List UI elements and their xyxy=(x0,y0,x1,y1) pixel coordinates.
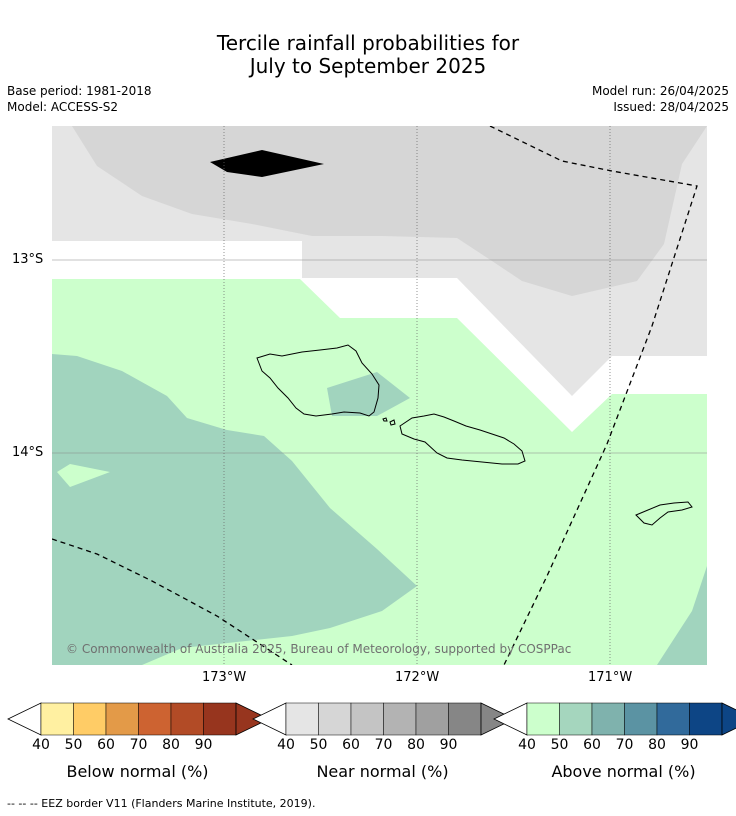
above-normal-40-pocket xyxy=(57,464,110,487)
above-normal-50-east-region xyxy=(657,566,707,665)
colorbar-cell xyxy=(318,702,352,736)
base-period: Base period: 1981-2018 xyxy=(7,84,152,98)
colorbar-cell xyxy=(526,702,560,736)
lon-tick-173w: 173°W xyxy=(202,670,247,685)
colorbar-title: Above normal (%) xyxy=(551,762,696,781)
colorbar-cell xyxy=(73,702,107,736)
colorbar-tick: 50 xyxy=(550,737,569,753)
colorbar-cell xyxy=(591,702,625,736)
map-title-line2: July to September 2025 xyxy=(249,54,487,78)
colorbar-cell xyxy=(689,702,723,736)
colorbar-tick: 70 xyxy=(374,737,393,753)
colorbar-tick: 80 xyxy=(648,737,666,753)
lon-tick-171w: 171°W xyxy=(588,670,633,685)
colorbar-tick: 40 xyxy=(32,737,50,753)
upolu-island xyxy=(399,413,526,465)
colorbar-tick: 50 xyxy=(64,737,83,753)
colorbar-cell xyxy=(350,702,384,736)
map-panel: © Commonwealth of Australia 2025, Bureau… xyxy=(52,126,707,665)
map-title-line1: Tercile rainfall probabilities for xyxy=(216,31,520,55)
colorbar-3 xyxy=(493,702,736,736)
colorbar-tick: 50 xyxy=(309,737,328,753)
colorbar-cell xyxy=(415,702,449,736)
tutuila-island xyxy=(635,501,693,526)
colorbar-cell xyxy=(285,702,319,736)
savaii-island xyxy=(256,344,380,417)
colorbar-cell xyxy=(138,702,172,736)
colorbar-cell xyxy=(624,702,658,736)
colorbar-tick: 60 xyxy=(342,737,360,753)
lat-tick-14s: 14°S xyxy=(12,445,44,460)
colorbar-2 xyxy=(252,702,515,736)
colorbar-title: Below normal (%) xyxy=(66,762,209,781)
colorbar-tick: 70 xyxy=(129,737,148,753)
colorbar-tick: 90 xyxy=(680,737,699,753)
colorbar-tick: 60 xyxy=(97,737,115,753)
colorbar-cell xyxy=(448,702,482,736)
above-normal-50-west-region xyxy=(52,354,417,665)
lon-tick-172w: 172°W xyxy=(395,670,440,685)
eez-border-southwest xyxy=(52,538,293,665)
colorbar-cell xyxy=(203,702,237,736)
apolima-island xyxy=(382,417,388,422)
above-normal-50-island-patch xyxy=(327,372,410,416)
issued-date: Issued: 28/04/2025 xyxy=(613,100,729,114)
colorbar-tick: 80 xyxy=(407,737,425,753)
model-name: Model: ACCESS-S2 xyxy=(7,100,119,114)
lat-tick-13s: 13°S xyxy=(12,252,44,267)
colorbar-cell xyxy=(559,702,593,736)
colorbar-max-extend xyxy=(721,702,736,736)
colorbar-tick: 80 xyxy=(162,737,180,753)
colorbar-cell xyxy=(383,702,417,736)
colorbar-cell xyxy=(656,702,690,736)
colorbar-title: Near normal (%) xyxy=(316,762,449,781)
colorbar-cell xyxy=(40,702,74,736)
copyright-notice: © Commonwealth of Australia 2025, Bureau… xyxy=(66,642,571,656)
colorbar-tick: 40 xyxy=(277,737,295,753)
colorbar-cell xyxy=(170,702,204,736)
colorbar-tick: 90 xyxy=(194,737,213,753)
manono-island xyxy=(389,419,396,426)
model-run-date: Model run: 26/04/2025 xyxy=(591,84,729,98)
colorbar-tick: 60 xyxy=(583,737,601,753)
eez-footnote: -- -- -- EEZ border V11 (Flanders Marine… xyxy=(7,797,316,810)
colorbar-tick: 90 xyxy=(439,737,458,753)
colorbar-tick: 70 xyxy=(615,737,634,753)
near-normal-50-patch xyxy=(210,150,324,177)
colorbar-tick: 40 xyxy=(518,737,536,753)
eez-border-north xyxy=(489,126,698,665)
colorbar-min-extend xyxy=(7,702,42,736)
colorbar-min-extend xyxy=(493,702,528,736)
colorbar-min-extend xyxy=(252,702,287,736)
colorbar-1 xyxy=(7,702,270,736)
colorbar-cell xyxy=(105,702,139,736)
